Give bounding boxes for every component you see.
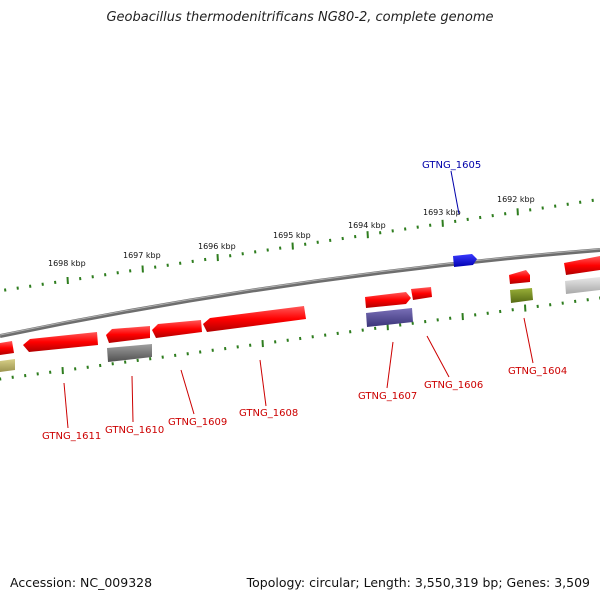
leader-line-1606 — [426, 335, 450, 378]
gene-red-forward-a[interactable] — [365, 292, 411, 308]
accession-text: Accession: NC_009328 — [10, 575, 153, 590]
gene-label-1608[interactable]: GTNG_1608 — [239, 408, 298, 419]
gene-labels: GTNG_1605 GTNG_1604 GTNG_1606 GTNG_1607 … — [42, 160, 567, 442]
leader-line-1611 — [63, 382, 69, 429]
leader-lines — [63, 170, 534, 429]
kbp-label-1696: 1696 kbp — [198, 242, 236, 251]
leader-line-1609 — [180, 369, 195, 415]
gene-red-reverse-c[interactable] — [152, 320, 202, 338]
gene-gray-dark[interactable] — [107, 344, 152, 362]
reverse-strand-genes — [0, 306, 306, 355]
forward-strand-genes — [365, 254, 600, 308]
gene-khaki[interactable] — [0, 359, 15, 372]
kbp-label-1695: 1695 kbp — [273, 231, 311, 240]
gene-red-reverse-a[interactable] — [23, 332, 98, 352]
gene-purple[interactable] — [366, 308, 413, 327]
gene-red-edge[interactable] — [0, 341, 14, 355]
gene-red-reverse-b[interactable] — [106, 326, 150, 343]
secondary-track-genes — [0, 277, 600, 372]
gene-red-reverse-d[interactable] — [203, 306, 306, 332]
leader-line-1607 — [386, 341, 394, 389]
gene-label-1607[interactable]: GTNG_1607 — [358, 391, 417, 402]
gene-red-forward-d[interactable] — [564, 256, 600, 275]
gene-gray-light[interactable] — [565, 277, 600, 294]
kbp-label-1693: 1693 kbp — [423, 208, 461, 217]
gene-label-1610[interactable]: GTNG_1610 — [105, 425, 164, 436]
gene-label-1606[interactable]: GTNG_1606 — [424, 380, 483, 391]
genome-backbone-highlight — [0, 248, 600, 336]
kbp-label-1694: 1694 kbp — [348, 221, 386, 230]
gene-red-forward-b[interactable] — [411, 287, 432, 300]
gene-olive[interactable] — [510, 288, 533, 303]
inner-tick-track — [0, 296, 600, 381]
kbp-label-1692: 1692 kbp — [497, 195, 535, 204]
gene-label-1609[interactable]: GTNG_1609 — [168, 417, 227, 428]
kbp-label-1697: 1697 kbp — [123, 251, 161, 260]
gene-blue-forward[interactable] — [453, 254, 477, 267]
gene-red-forward-c[interactable] — [509, 270, 530, 284]
leader-line-1608 — [259, 359, 267, 407]
gene-label-1604[interactable]: GTNG_1604 — [508, 366, 567, 377]
gene-label-1605[interactable]: GTNG_1605 — [422, 160, 481, 171]
genome-backbone — [0, 248, 600, 338]
genome-summary-text: Topology: circular; Length: 3,550,319 bp… — [246, 575, 590, 590]
leader-line-1605 — [450, 170, 460, 215]
kbp-label-1698: 1698 kbp — [48, 259, 86, 268]
leader-line-1604 — [523, 317, 534, 364]
kbp-labels: 1698 kbp 1697 kbp 1696 kbp 1695 kbp 1694… — [48, 195, 535, 268]
outer-tick-track — [4, 198, 594, 292]
leader-line-1610 — [131, 375, 134, 423]
gene-label-1611[interactable]: GTNG_1611 — [42, 431, 101, 442]
map-title: Geobacillus thermodenitrificans NG80-2, … — [106, 10, 494, 25]
